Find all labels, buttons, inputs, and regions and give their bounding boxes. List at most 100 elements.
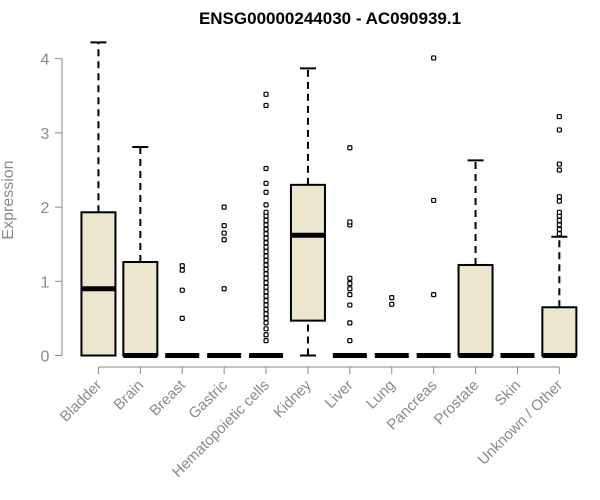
- outlier-point: [179, 267, 185, 273]
- outlier-point: [221, 286, 227, 292]
- plot-area: [80, 41, 578, 358]
- outlier-point: [263, 222, 269, 228]
- y-tick-label: 3: [41, 126, 50, 143]
- outlier-point: [347, 302, 353, 308]
- outlier-point: [556, 222, 562, 228]
- outlier-point: [556, 167, 562, 173]
- outlier-point: [263, 289, 269, 295]
- box-body: [80, 211, 117, 357]
- outlier-point: [347, 320, 353, 326]
- x-tick-label: Breast: [146, 376, 189, 419]
- outlier-point: [347, 275, 353, 281]
- x-tick-label: Brain: [110, 377, 147, 414]
- outlier-point: [263, 249, 269, 255]
- box-group: [457, 159, 494, 358]
- chart-title: ENSG00000244030 - AC090939.1: [199, 9, 461, 28]
- outlier-point: [263, 302, 269, 308]
- x-tick-label: Skin: [492, 377, 525, 410]
- outlier-point: [263, 338, 269, 344]
- box-body: [122, 261, 159, 357]
- box-group: [289, 67, 326, 357]
- outlier-point: [556, 194, 562, 200]
- outlier-point: [556, 113, 562, 120]
- outlier-point: [556, 198, 562, 204]
- outlier-point: [263, 271, 269, 277]
- outlier-point: [263, 165, 269, 172]
- outlier-point: [347, 338, 353, 344]
- outlier-point: [556, 161, 562, 167]
- x-tick-label: Prostate: [431, 377, 483, 429]
- outlier-point: [263, 202, 269, 208]
- outlier-point: [556, 226, 562, 232]
- outlier-point: [263, 306, 269, 313]
- y-tick-label: 1: [41, 274, 50, 291]
- box-group: [249, 91, 284, 358]
- outlier-point: [263, 231, 269, 237]
- x-tick-label: Liver: [322, 377, 357, 412]
- outlier-point: [431, 197, 437, 204]
- outlier-point: [389, 301, 395, 307]
- box-body: [457, 263, 494, 357]
- outlier-point: [263, 102, 269, 109]
- outlier-point: [347, 292, 353, 298]
- outlier-point: [263, 332, 269, 338]
- y-tick-label: 4: [41, 52, 50, 69]
- outlier-point: [263, 235, 269, 241]
- outlier-point: [221, 237, 227, 243]
- box-group: [122, 145, 159, 358]
- box-group: [374, 295, 409, 358]
- y-axis-label: Expression: [0, 160, 17, 239]
- box-group: [541, 113, 578, 358]
- outlier-point: [347, 145, 353, 151]
- box-group: [416, 55, 451, 358]
- outlier-point: [263, 180, 269, 186]
- outlier-point: [263, 257, 269, 264]
- outlier-point: [556, 217, 562, 224]
- outlier-point: [556, 127, 562, 133]
- outlier-point: [263, 209, 269, 215]
- outlier-point: [347, 280, 353, 287]
- y-tick-label: 0: [41, 349, 50, 366]
- outlier-point: [347, 286, 353, 292]
- outlier-point: [263, 275, 269, 281]
- outlier-point: [179, 315, 185, 321]
- box-group: [80, 41, 117, 357]
- outlier-point: [221, 204, 227, 210]
- box-body: [289, 183, 326, 322]
- outlier-point: [263, 253, 269, 259]
- outlier-point: [263, 262, 269, 268]
- box-group: [332, 145, 367, 358]
- outlier-point: [263, 326, 269, 332]
- outlier-point: [263, 240, 269, 246]
- outlier-point: [347, 219, 353, 225]
- outlier-point: [263, 91, 269, 97]
- outlier-point: [263, 315, 269, 321]
- y-axis: 0 1 2 3 4: [41, 52, 63, 366]
- outlier-point: [263, 284, 269, 290]
- outlier-point: [263, 189, 269, 195]
- outlier-point: [221, 230, 227, 236]
- outlier-point: [263, 320, 269, 326]
- x-tick-label: Lung: [363, 377, 399, 413]
- outlier-point: [221, 223, 227, 229]
- box-group: [207, 204, 242, 358]
- outlier-point: [263, 266, 269, 273]
- outlier-point: [263, 217, 269, 224]
- outlier-point: [263, 280, 269, 286]
- outlier-point: [556, 209, 562, 215]
- outlier-point: [431, 292, 437, 298]
- box-body: [541, 306, 578, 357]
- outlier-point: [263, 293, 269, 299]
- box-group: [165, 263, 200, 358]
- outlier-point: [179, 263, 185, 269]
- outlier-point: [556, 231, 562, 237]
- x-tick-label: Bladder: [57, 377, 106, 426]
- outlier-point: [389, 295, 395, 301]
- outlier-point: [263, 244, 269, 250]
- y-tick-label: 2: [41, 200, 50, 217]
- outlier-point: [263, 226, 269, 232]
- outlier-point: [263, 311, 269, 317]
- outlier-point: [431, 55, 437, 61]
